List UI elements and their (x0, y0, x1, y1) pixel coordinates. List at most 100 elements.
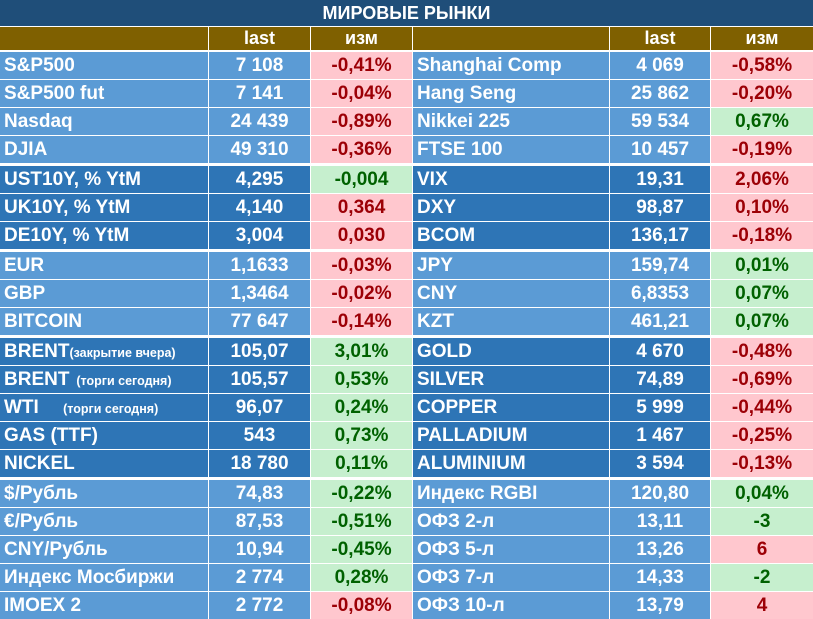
instrument-label: NICKEL (4, 453, 75, 474)
change-value: -0,20% (711, 80, 813, 107)
instrument-label: VIX (417, 169, 448, 190)
change-value: -0,13% (711, 450, 813, 477)
instrument-note: (торги сегодня) (38, 402, 159, 416)
instrument-note: (закрытие вчера) (69, 346, 176, 360)
last-value: 74,83 (209, 480, 310, 507)
last-value: 6,8353 (610, 280, 710, 307)
last-value: 543 (209, 422, 310, 449)
header-spacer-left (0, 27, 208, 50)
last-value: 3 594 (610, 450, 710, 477)
header-change-left: изм (311, 27, 412, 50)
instrument-label: GOLD (417, 341, 472, 362)
last-value: 136,17 (610, 222, 710, 249)
last-value: 461,21 (610, 308, 710, 335)
instrument-name: Nasdaq (0, 108, 208, 135)
last-value: 1,3464 (209, 280, 310, 307)
last-value: 1,1633 (209, 252, 310, 279)
last-value: 4,140 (209, 194, 310, 221)
instrument-name: €/Рубль (0, 508, 208, 535)
instrument-name: IMOEX 2 (0, 592, 208, 619)
instrument-name: Hang Seng (413, 80, 609, 107)
last-value: 159,74 (610, 252, 710, 279)
change-value: 0,01% (711, 252, 813, 279)
change-value: -0,48% (711, 338, 813, 365)
instrument-name: VIX (413, 166, 609, 193)
header-last-left: last (209, 27, 310, 50)
instrument-name: Nikkei 225 (413, 108, 609, 135)
instrument-label: FTSE 100 (417, 139, 503, 160)
table-title: МИРОВЫЕ РЫНКИ (0, 0, 813, 26)
last-value: 4 069 (610, 52, 710, 79)
instrument-label: PALLADIUM (417, 425, 528, 446)
instrument-note: (торги сегодня) (69, 374, 172, 388)
instrument-label: CNY (417, 283, 458, 304)
instrument-label: DE10Y, % YtM (4, 225, 130, 246)
header-change-right: изм (711, 27, 813, 50)
change-value: 0,10% (711, 194, 813, 221)
last-value: 98,87 (610, 194, 710, 221)
instrument-name: S&P500 (0, 52, 208, 79)
instrument-name: Индекс RGBI (413, 480, 609, 507)
last-value: 87,53 (209, 508, 310, 535)
change-value: -0,08% (311, 592, 412, 619)
change-value: -0,51% (311, 508, 412, 535)
instrument-name: BCOM (413, 222, 609, 249)
last-value: 13,26 (610, 536, 710, 563)
instrument-name: DXY (413, 194, 609, 221)
header-spacer-right (413, 27, 609, 50)
instrument-name: NICKEL (0, 450, 208, 477)
instrument-label: IMOEX 2 (4, 595, 82, 616)
instrument-label: UK10Y, % YtM (4, 197, 131, 218)
change-value: 4 (711, 592, 813, 619)
instrument-name: GAS (TTF) (0, 422, 208, 449)
change-value: 0,04% (711, 480, 813, 507)
change-value: 0,364 (311, 194, 412, 221)
last-value: 19,31 (610, 166, 710, 193)
change-value: 3,01% (311, 338, 412, 365)
last-value: 13,11 (610, 508, 710, 535)
last-value: 3,004 (209, 222, 310, 249)
last-value: 7 141 (209, 80, 310, 107)
instrument-label: Shanghai Comp (417, 55, 562, 76)
last-value: 24 439 (209, 108, 310, 135)
instrument-name: COPPER (413, 394, 609, 421)
change-value: -0,44% (711, 394, 813, 421)
instrument-name: JPY (413, 252, 609, 279)
instrument-name: ОФЗ 5-л (413, 536, 609, 563)
last-value: 49 310 (209, 136, 310, 163)
instrument-name: PALLADIUM (413, 422, 609, 449)
instrument-label: $/Рубль (4, 483, 79, 504)
change-value: -2 (711, 564, 813, 591)
change-value: -0,69% (711, 366, 813, 393)
last-value: 7 108 (209, 52, 310, 79)
instrument-label: UST10Y, % YtM (4, 169, 141, 190)
last-value: 105,07 (209, 338, 310, 365)
last-value: 10,94 (209, 536, 310, 563)
instrument-label: BRENT (4, 369, 70, 390)
instrument-name: KZT (413, 308, 609, 335)
change-value: -0,45% (311, 536, 412, 563)
instrument-name: GOLD (413, 338, 609, 365)
last-value: 1 467 (610, 422, 710, 449)
last-value: 5 999 (610, 394, 710, 421)
instrument-label: DXY (417, 197, 457, 218)
instrument-label: Nikkei 225 (417, 111, 510, 132)
last-value: 18 780 (209, 450, 310, 477)
instrument-label: BRENT (4, 341, 70, 362)
change-value: 0,53% (311, 366, 412, 393)
change-value: 0,030 (311, 222, 412, 249)
last-value: 59 534 (610, 108, 710, 135)
instrument-label: Hang Seng (417, 83, 517, 104)
instrument-label: €/Рубль (4, 511, 79, 532)
instrument-label: S&P500 fut (4, 83, 105, 104)
instrument-label: WTI (4, 397, 39, 418)
change-value: 0,67% (711, 108, 813, 135)
instrument-name: S&P500 fut (0, 80, 208, 107)
instrument-label: BCOM (417, 225, 476, 246)
instrument-label: EUR (4, 255, 45, 276)
instrument-label: JPY (417, 255, 453, 276)
change-value: 0,73% (311, 422, 412, 449)
instrument-label: S&P500 (4, 55, 75, 76)
change-value: -0,41% (311, 52, 412, 79)
